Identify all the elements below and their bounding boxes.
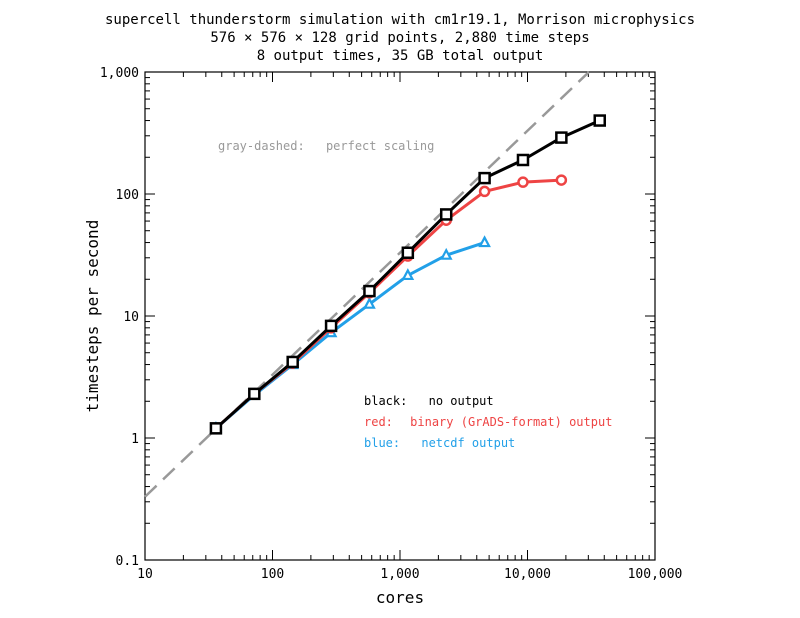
data-point — [478, 171, 491, 185]
chart-title-line-2: 576 × 576 × 128 grid points, 2,880 time … — [210, 30, 589, 46]
data-point — [401, 268, 415, 281]
y-tick-label: 1 — [131, 432, 139, 447]
chart-title-line-3: 8 output times, 35 GB total output — [257, 48, 544, 64]
data-point — [324, 319, 338, 333]
y-tick-label: 0.1 — [116, 554, 139, 569]
data-point — [478, 185, 491, 198]
data-point — [516, 153, 530, 167]
y-tick-label: 100 — [116, 188, 139, 203]
x-tick-label: 10,000 — [504, 567, 551, 582]
note-blue-key: blue: — [364, 436, 400, 450]
note-perfect: gray-dashed: perfect scaling — [218, 139, 434, 153]
data-point — [555, 131, 568, 144]
x-tick-label: 100 — [261, 567, 284, 582]
y-axis-title: timesteps per second — [83, 220, 102, 413]
note-perfect-key: gray-dashed: — [218, 139, 305, 153]
axis-ticks — [144, 71, 656, 561]
data-point — [439, 247, 453, 260]
note-red-key: red: — [364, 415, 393, 429]
series-layer — [209, 114, 606, 435]
data-point — [439, 208, 453, 221]
note-red: red: binary (GrADS-format) output — [364, 415, 612, 429]
note-red-text: binary (GrADS-format) output — [410, 415, 612, 429]
y-tick-label: 1,000 — [100, 66, 139, 81]
note-perfect-text: perfect scaling — [326, 139, 434, 153]
x-tick-label: 10 — [137, 567, 153, 582]
note-black: black: no output — [364, 394, 494, 408]
chart-title-line-1: supercell thunderstorm simulation with c… — [105, 12, 695, 28]
data-point — [478, 235, 491, 248]
note-blue: blue: netcdf output — [364, 436, 515, 450]
data-point — [593, 114, 606, 127]
data-point — [209, 422, 223, 435]
series-square — [209, 114, 606, 435]
x-tick-label: 100,000 — [628, 567, 683, 582]
data-point — [363, 284, 376, 298]
note-black-key: black: — [364, 394, 407, 408]
axis-tick-labels: 10 100 1,000 10,000 100,000 0.1 1 10 100 1,000 — [100, 66, 683, 582]
data-point — [517, 176, 529, 188]
x-axis-title: cores — [376, 588, 424, 607]
note-black-text: no output — [429, 394, 494, 408]
data-point — [401, 246, 415, 259]
y-tick-label: 10 — [123, 310, 139, 325]
note-blue-text: netcdf output — [421, 436, 515, 450]
x-tick-label: 1,000 — [380, 567, 419, 582]
data-point — [248, 387, 261, 401]
data-point — [286, 355, 299, 369]
data-point — [555, 174, 568, 186]
series-line — [214, 178, 562, 430]
data-point — [363, 296, 376, 309]
